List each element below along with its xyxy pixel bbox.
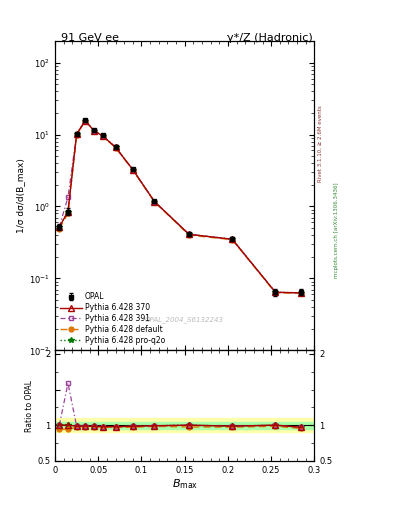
Pythia 6.428 default — [100, 133, 105, 139]
Pythia 6.428 370 — [273, 289, 278, 295]
Pythia 6.428 pro-q2o — [152, 199, 157, 205]
Pythia 6.428 370 — [83, 118, 88, 124]
Pythia 6.428 default — [273, 290, 278, 296]
Line: Pythia 6.428 370: Pythia 6.428 370 — [57, 118, 304, 295]
Y-axis label: 1/σ dσ/d(B_max): 1/σ dσ/d(B_max) — [16, 158, 25, 233]
Pythia 6.428 370 — [299, 290, 304, 296]
Pythia 6.428 391 — [83, 118, 88, 124]
Pythia 6.428 default — [230, 237, 235, 243]
Pythia 6.428 391 — [152, 199, 157, 205]
Pythia 6.428 default — [130, 167, 135, 173]
Pythia 6.428 391 — [74, 131, 79, 137]
Text: mcplots.cern.ch [arXiv:1306.3436]: mcplots.cern.ch [arXiv:1306.3436] — [334, 183, 338, 278]
Line: Pythia 6.428 391: Pythia 6.428 391 — [57, 118, 304, 295]
Pythia 6.428 default — [74, 132, 79, 138]
Pythia 6.428 default — [66, 210, 70, 217]
Pythia 6.428 pro-q2o — [273, 289, 278, 295]
Text: 91 GeV ee: 91 GeV ee — [61, 33, 119, 44]
Legend: OPAL, Pythia 6.428 370, Pythia 6.428 391, Pythia 6.428 default, Pythia 6.428 pro: OPAL, Pythia 6.428 370, Pythia 6.428 391… — [59, 291, 167, 347]
Line: Pythia 6.428 default: Pythia 6.428 default — [57, 119, 304, 296]
Pythia 6.428 370 — [187, 231, 191, 238]
Pythia 6.428 default — [152, 199, 157, 205]
Text: OPAL_2004_S6132243: OPAL_2004_S6132243 — [145, 316, 224, 323]
Y-axis label: Ratio to OPAL: Ratio to OPAL — [25, 379, 34, 432]
Pythia 6.428 default — [113, 144, 118, 151]
Pythia 6.428 391 — [57, 224, 62, 230]
Text: Rivet 3.1.10, ≥ 2.6M events: Rivet 3.1.10, ≥ 2.6M events — [318, 105, 323, 182]
Pythia 6.428 pro-q2o — [92, 127, 96, 134]
Pythia 6.428 370 — [130, 166, 135, 173]
X-axis label: $B_\mathrm{max}$: $B_\mathrm{max}$ — [172, 477, 198, 491]
Pythia 6.428 pro-q2o — [113, 144, 118, 151]
Pythia 6.428 391 — [299, 290, 304, 296]
Pythia 6.428 pro-q2o — [66, 208, 70, 215]
Pythia 6.428 391 — [66, 194, 70, 200]
Pythia 6.428 pro-q2o — [57, 224, 62, 230]
Pythia 6.428 pro-q2o — [100, 133, 105, 139]
Pythia 6.428 370 — [100, 133, 105, 139]
Pythia 6.428 pro-q2o — [187, 231, 191, 238]
Pythia 6.428 391 — [92, 127, 96, 134]
Pythia 6.428 391 — [100, 133, 105, 139]
Pythia 6.428 pro-q2o — [299, 290, 304, 296]
Pythia 6.428 370 — [66, 208, 70, 215]
Pythia 6.428 370 — [230, 236, 235, 242]
Pythia 6.428 pro-q2o — [74, 131, 79, 137]
Pythia 6.428 pro-q2o — [83, 118, 88, 124]
Pythia 6.428 391 — [187, 231, 191, 238]
Pythia 6.428 391 — [113, 144, 118, 151]
Pythia 6.428 391 — [130, 166, 135, 173]
Pythia 6.428 default — [83, 118, 88, 124]
Pythia 6.428 pro-q2o — [130, 166, 135, 173]
Line: Pythia 6.428 pro-q2o: Pythia 6.428 pro-q2o — [57, 118, 304, 295]
Pythia 6.428 391 — [273, 289, 278, 295]
Pythia 6.428 default — [92, 128, 96, 134]
Pythia 6.428 370 — [152, 199, 157, 205]
Pythia 6.428 default — [57, 226, 62, 232]
Text: γ*/Z (Hadronic): γ*/Z (Hadronic) — [227, 33, 312, 44]
Pythia 6.428 370 — [57, 224, 62, 230]
Pythia 6.428 370 — [74, 131, 79, 137]
Pythia 6.428 370 — [92, 127, 96, 134]
Pythia 6.428 370 — [113, 144, 118, 151]
Pythia 6.428 pro-q2o — [230, 236, 235, 242]
Pythia 6.428 default — [187, 232, 191, 238]
Pythia 6.428 default — [299, 290, 304, 296]
Pythia 6.428 391 — [230, 236, 235, 242]
